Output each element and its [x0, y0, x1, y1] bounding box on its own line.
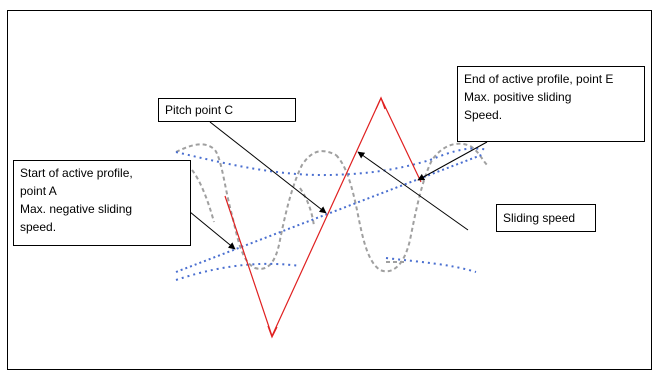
leader-start [189, 211, 236, 250]
sliding-speed-arrow-bottom [267, 325, 278, 339]
leader-sliding [357, 151, 469, 231]
gear-profile-left [175, 143, 337, 270]
label-end-line-2: Max. positive sliding [464, 90, 572, 104]
label-start-line-1: Start of active profile, [20, 166, 133, 180]
label-end-of-active-profile: End of active profile, point E Max. posi… [457, 66, 645, 142]
label-start-line-2: point A [20, 184, 57, 198]
label-pitch-point: Pitch point C [158, 98, 296, 122]
gear-profile-right [299, 142, 489, 273]
leader-pitch [209, 121, 327, 214]
label-pitch-line-1: Pitch point C [165, 103, 234, 117]
label-start-line-3: Max. negative sliding [20, 202, 133, 216]
pitch-circle-traces [175, 147, 489, 281]
label-sliding-line-1: Sliding speed [503, 211, 576, 225]
label-end-line-1: End of active profile, point E [464, 72, 614, 86]
label-start-line-4: speed. [20, 220, 57, 234]
sliding-speed-curve [224, 96, 422, 338]
label-start-of-active-profile: Start of active profile, point A Max. ne… [13, 160, 191, 246]
leader-end [417, 141, 488, 181]
label-end-line-3: Speed. [464, 108, 503, 122]
sliding-speed-arrow-top [375, 96, 386, 110]
label-sliding-speed: Sliding speed [496, 204, 596, 232]
